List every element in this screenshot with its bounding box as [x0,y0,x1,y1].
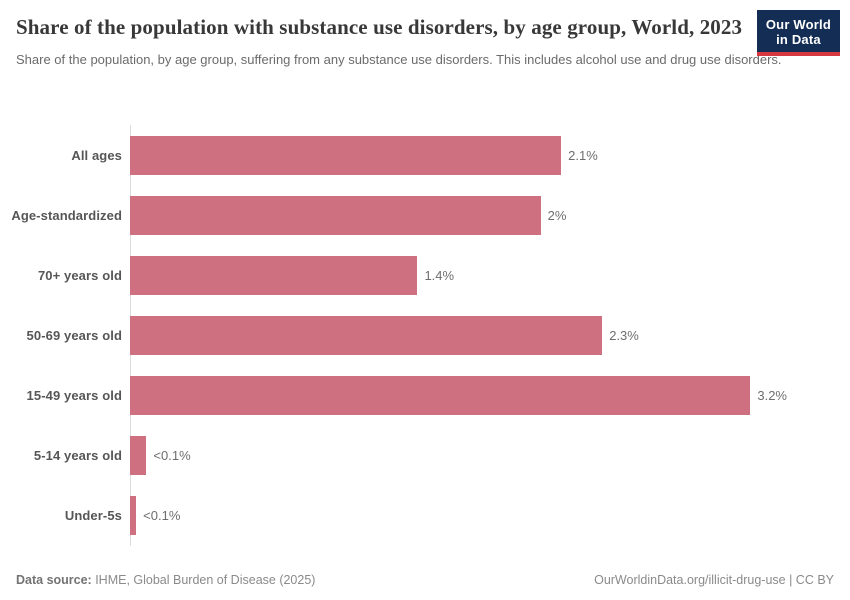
bar-area-5-14-years-old: <0.1% [130,435,787,475]
owid-logo-line1: Our World [765,17,831,32]
bar-chart: All ages 2.1% Age-standardized 2% 70+ years … [0,125,834,545]
category-label-5-14-years-old: 5-14 years old [33,447,122,463]
category-label-70-years-old: 70+ years old [37,267,122,283]
page-subtitle: Share of the population, by age group, s… [16,52,782,67]
bar-5-14-years-old[interactable] [130,435,147,475]
bar-70-years-old[interactable] [130,255,418,295]
category-label-all-ages: All ages [71,147,122,163]
data-source-text: IHME, Global Burden of Disease (2025) [91,573,316,587]
bar-area-50-69-years-old: 2.3% [130,315,787,355]
value-label-all-ages: 2.1% [568,147,598,163]
chart-row-15-49-years-old: 15-49 years old 3.2% [0,365,834,425]
footer-link[interactable]: OurWorldinData.org/illicit-drug-use | CC… [594,573,834,587]
chart-row-age-standardized: Age-standardized 2% [0,185,834,245]
value-label-5-14-years-old: <0.1% [153,447,191,463]
page-title: Share of the population with substance u… [16,15,743,39]
value-label-15-49-years-old: 3.2% [757,387,787,403]
chart-row-50-69-years-old: 50-69 years old 2.3% [0,305,834,365]
bar-area-under-5s: <0.1% [130,495,787,535]
bar-15-49-years-old[interactable] [130,375,751,415]
bar-area-age-standardized: 2% [130,195,787,235]
chart-header: Share of the population with substance u… [16,14,782,69]
bar-under-5s[interactable] [130,495,137,535]
category-label-age-standardized: Age-standardized [11,207,122,223]
data-source-label: Data source: [16,573,92,587]
bar-area-70-years-old: 1.4% [130,255,787,295]
category-label-under-5s: Under-5s [64,507,122,523]
owid-logo[interactable]: Our World in Data [756,10,840,56]
bar-all-ages[interactable] [130,135,562,175]
value-label-50-69-years-old: 2.3% [609,327,639,343]
category-label-15-49-years-old: 15-49 years old [26,387,122,403]
chart-row-5-14-years-old: 5-14 years old <0.1% [0,425,834,485]
bar-age-standardized[interactable] [130,195,541,235]
category-label-50-69-years-old: 50-69 years old [26,327,122,343]
value-label-70-years-old: 1.4% [424,267,455,283]
bar-50-69-years-old[interactable] [130,315,603,355]
value-label-age-standardized: 2% [547,207,567,223]
chart-footer: Data source: IHME, Global Burden of Dise… [16,573,834,587]
data-source: Data source: IHME, Global Burden of Dise… [16,573,315,587]
bar-area-all-ages: 2.1% [130,135,787,175]
owid-logo-line2: in Data [776,32,821,47]
chart-row-all-ages: All ages 2.1% [0,125,834,185]
chart-row-70-years-old: 70+ years old 1.4% [0,245,834,305]
bar-area-15-49-years-old: 3.2% [130,375,787,415]
value-label-under-5s: <0.1% [143,507,181,523]
chart-row-under-5s: Under-5s <0.1% [0,485,834,545]
